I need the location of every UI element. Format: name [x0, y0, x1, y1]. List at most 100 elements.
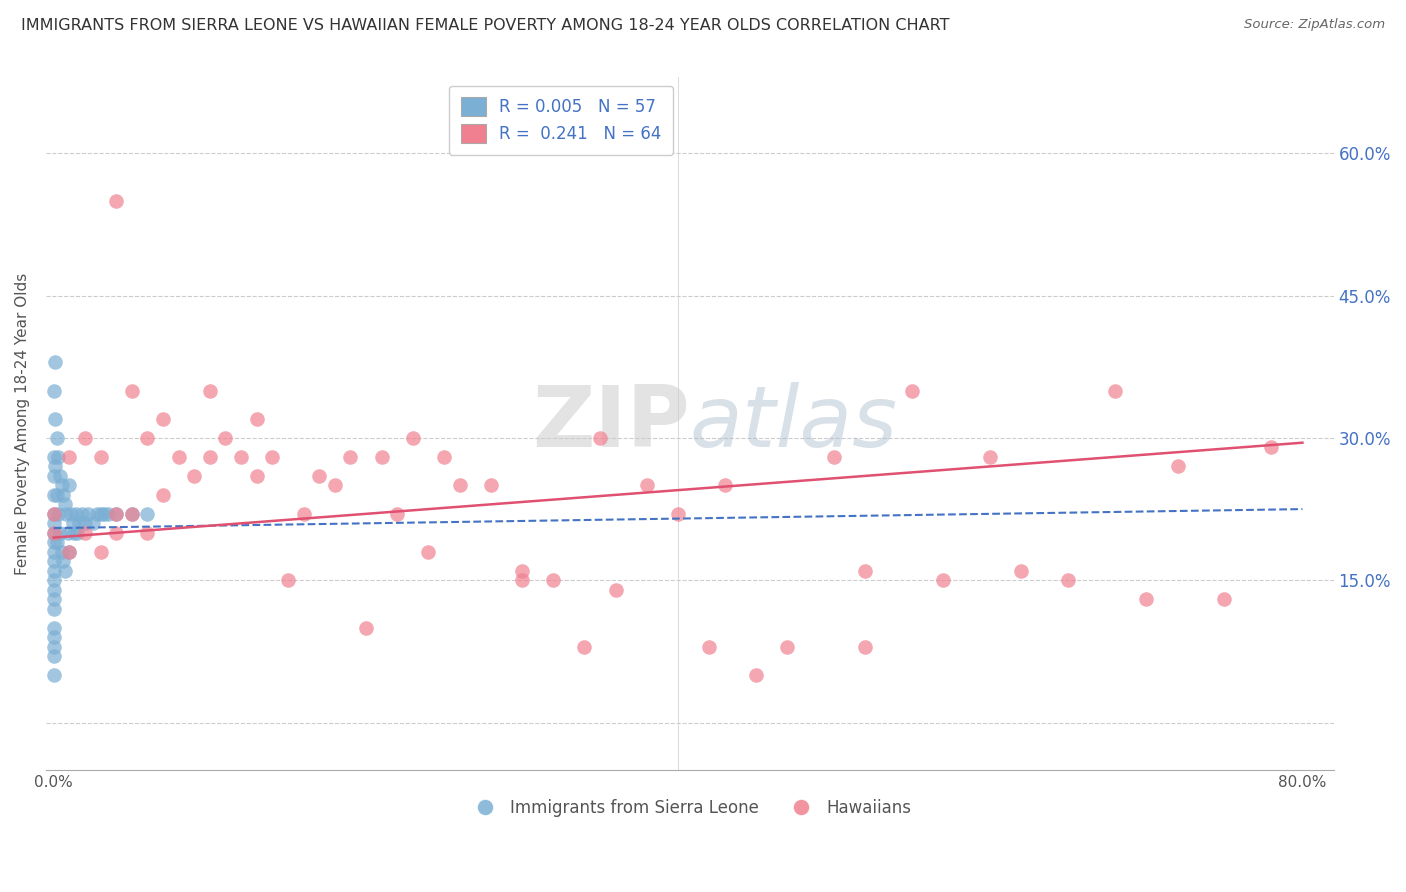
- Point: [97, 507, 120, 521]
- Point: [42, 640, 65, 654]
- Point: [42, 525, 65, 540]
- Text: atlas: atlas: [690, 382, 898, 466]
- Point: [776, 640, 799, 654]
- Point: [855, 640, 877, 654]
- Point: [44, 412, 66, 426]
- Point: [262, 450, 284, 464]
- Point: [93, 507, 115, 521]
- Point: [56, 525, 79, 540]
- Point: [589, 431, 612, 445]
- Point: [385, 507, 408, 521]
- Point: [44, 459, 66, 474]
- Point: [510, 574, 533, 588]
- Point: [121, 507, 143, 521]
- Point: [714, 478, 737, 492]
- Point: [136, 431, 159, 445]
- Point: [65, 507, 87, 521]
- Point: [277, 574, 299, 588]
- Point: [42, 469, 65, 483]
- Point: [1057, 574, 1080, 588]
- Point: [70, 507, 93, 521]
- Point: [198, 450, 221, 464]
- Point: [636, 478, 658, 492]
- Point: [1260, 441, 1282, 455]
- Point: [449, 478, 471, 492]
- Point: [82, 516, 104, 531]
- Point: [198, 384, 221, 398]
- Point: [697, 640, 720, 654]
- Point: [58, 478, 80, 492]
- Point: [42, 384, 65, 398]
- Text: IMMIGRANTS FROM SIERRA LEONE VS HAWAIIAN FEMALE POVERTY AMONG 18-24 YEAR OLDS CO: IMMIGRANTS FROM SIERRA LEONE VS HAWAIIAN…: [21, 18, 949, 33]
- Point: [42, 554, 65, 568]
- Point: [90, 507, 112, 521]
- Point: [823, 450, 845, 464]
- Point: [214, 431, 236, 445]
- Point: [152, 412, 174, 426]
- Point: [574, 640, 596, 654]
- Point: [62, 516, 84, 531]
- Point: [42, 621, 65, 635]
- Point: [66, 525, 89, 540]
- Point: [51, 478, 73, 492]
- Point: [246, 412, 269, 426]
- Point: [42, 649, 65, 664]
- Point: [323, 478, 346, 492]
- Point: [354, 621, 377, 635]
- Point: [541, 574, 564, 588]
- Point: [370, 450, 392, 464]
- Point: [42, 564, 65, 578]
- Point: [167, 450, 190, 464]
- Point: [105, 194, 128, 208]
- Point: [58, 545, 80, 559]
- Point: [73, 525, 96, 540]
- Point: [418, 545, 440, 559]
- Point: [105, 525, 128, 540]
- Point: [105, 507, 128, 521]
- Point: [246, 469, 269, 483]
- Point: [53, 564, 76, 578]
- Point: [73, 516, 96, 531]
- Point: [42, 450, 65, 464]
- Point: [45, 488, 67, 502]
- Text: Source: ZipAtlas.com: Source: ZipAtlas.com: [1244, 18, 1385, 31]
- Point: [979, 450, 1001, 464]
- Point: [152, 488, 174, 502]
- Point: [59, 507, 82, 521]
- Point: [745, 668, 768, 682]
- Point: [121, 507, 143, 521]
- Point: [42, 525, 65, 540]
- Point: [229, 450, 252, 464]
- Point: [42, 535, 65, 549]
- Point: [932, 574, 955, 588]
- Point: [73, 431, 96, 445]
- Point: [183, 469, 205, 483]
- Point: [479, 478, 502, 492]
- Point: [855, 564, 877, 578]
- Point: [63, 525, 86, 540]
- Point: [42, 507, 65, 521]
- Point: [49, 525, 72, 540]
- Point: [58, 545, 80, 559]
- Point: [51, 545, 73, 559]
- Point: [42, 630, 65, 644]
- Point: [86, 507, 108, 521]
- Point: [136, 525, 159, 540]
- Point: [42, 592, 65, 607]
- Text: ZIP: ZIP: [531, 382, 690, 466]
- Point: [44, 355, 66, 369]
- Point: [136, 507, 159, 521]
- Point: [42, 545, 65, 559]
- Point: [53, 497, 76, 511]
- Point: [42, 507, 65, 521]
- Point: [433, 450, 456, 464]
- Point: [48, 507, 70, 521]
- Point: [42, 668, 65, 682]
- Point: [402, 431, 425, 445]
- Point: [42, 574, 65, 588]
- Point: [510, 564, 533, 578]
- Point: [1213, 592, 1236, 607]
- Point: [42, 516, 65, 531]
- Point: [48, 450, 70, 464]
- Point: [90, 545, 112, 559]
